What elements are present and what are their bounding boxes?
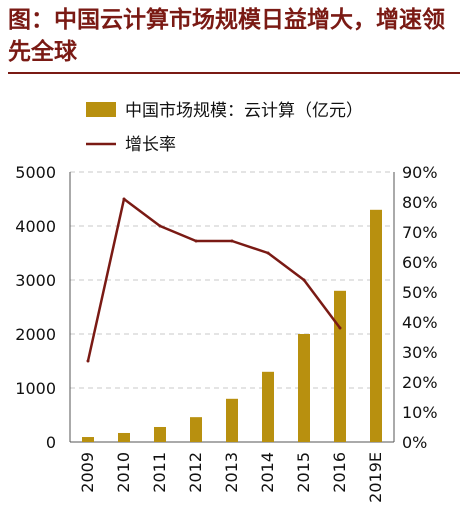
y-left-tick-label: 4000	[15, 217, 56, 236]
growth-point	[230, 239, 234, 243]
y-right-tick-label: 30%	[402, 343, 438, 362]
bar	[298, 334, 310, 442]
growth-line-series	[86, 197, 342, 363]
growth-point	[266, 251, 270, 255]
x-tick-label: 2010	[114, 452, 133, 493]
growth-point	[302, 278, 306, 282]
y-right-tick-label: 40%	[402, 313, 438, 332]
legend-bar-swatch	[86, 102, 116, 117]
bar	[190, 417, 202, 442]
growth-point	[86, 359, 90, 363]
y-left-tick-label: 1000	[15, 379, 56, 398]
y-left-tick-label: 2000	[15, 325, 56, 344]
y-right-tick-label: 70%	[402, 223, 438, 242]
x-tick-label: 2013	[222, 452, 241, 493]
x-tick-label: 2012	[186, 452, 205, 493]
y-left-tick-label: 5000	[15, 163, 56, 182]
x-tick-label: 2011	[150, 452, 169, 493]
title-divider	[8, 72, 460, 74]
chart-gridlines	[70, 171, 394, 389]
growth-point	[194, 239, 198, 243]
bar	[370, 209, 382, 442]
y-right-tick-label: 90%	[402, 163, 438, 182]
bar	[334, 290, 346, 442]
chart-title: 图：中国云计算市场规模日益增大，增速领先全球	[8, 7, 445, 65]
x-tick-label: 2009	[78, 452, 97, 493]
bar-series	[82, 209, 382, 442]
y-right-tick-label: 80%	[402, 193, 438, 212]
x-tick-label: 2016	[330, 452, 349, 493]
y-right-tick-label: 0%	[402, 433, 427, 452]
legend-bar-label: 中国市场规模：云计算（亿元）	[125, 101, 363, 121]
legend-line-label: 增长率	[125, 135, 176, 155]
chart-legend: 中国市场规模：云计算（亿元） 增长率	[86, 101, 363, 155]
y-left-tick-label: 3000	[15, 271, 56, 290]
chart-header: 图：中国云计算市场规模日益增大，增速领先全球	[0, 0, 467, 88]
bar	[82, 437, 94, 442]
growth-line	[86, 197, 341, 362]
y-right-tick-label: 20%	[402, 373, 438, 392]
growth-point	[338, 326, 342, 330]
y-right-tick-label: 10%	[402, 403, 438, 422]
bar	[154, 426, 166, 442]
bar	[118, 432, 130, 442]
growth-point	[122, 197, 126, 201]
bar	[262, 371, 274, 442]
y-right-tick-label: 60%	[402, 253, 438, 272]
x-tick-label: 2014	[258, 452, 277, 493]
y-left-tick-label: 0	[46, 433, 56, 452]
bar	[226, 398, 238, 442]
tick-labels: 0 1000 2000 3000 4000 5000 0% 10% 20% 30% 40% 50% 60…	[15, 163, 437, 503]
x-tick-label: 2019E	[366, 452, 385, 503]
x-tick-label: 2015	[294, 452, 313, 493]
y-right-tick-label: 50%	[402, 283, 438, 302]
growth-point	[158, 224, 162, 228]
combo-chart: 中国市场规模：云计算（亿元）增长率 0100020003000400050000…	[15, 101, 437, 503]
